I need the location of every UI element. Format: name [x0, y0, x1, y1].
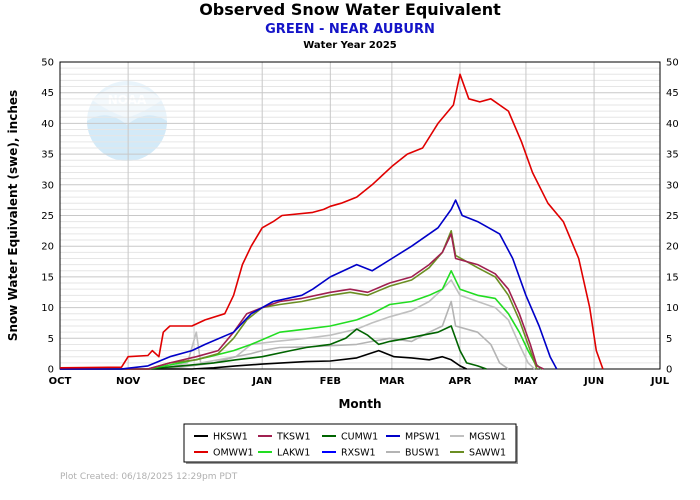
noaa-logo-text: NOAA [108, 93, 147, 107]
x-tick-label: DEC [183, 376, 205, 387]
y-tick-label-left: 30 [41, 180, 54, 191]
y-tick-label-right: 30 [666, 180, 679, 191]
y-tick-label-left: 35 [41, 150, 54, 161]
y-tick-label-left: 45 [41, 88, 54, 99]
x-tick-label: APR [449, 376, 472, 387]
y-tick-label-left: 0 [48, 365, 54, 376]
series-line-omww1 [59, 73, 604, 370]
x-tick-label: FEB [320, 376, 341, 387]
y-axis-label: Snow Water Equivalent (swe), inches [6, 90, 20, 341]
y-tick-label-left: 25 [41, 211, 54, 222]
x-tick-label: MAR [379, 376, 405, 387]
noaa-logo: NOAA [87, 81, 167, 161]
legend-label-saww1: SAWW1 [469, 448, 506, 459]
y-tick-label-right: 25 [666, 211, 679, 222]
y-tick-label-left: 10 [41, 303, 54, 314]
legend-label-mpsw1: MPSW1 [405, 432, 440, 443]
series-line-tksw1 [60, 233, 544, 370]
x-tick-label: MAY [514, 376, 539, 387]
x-tick-label: JAN [251, 376, 272, 387]
y-tick-label-left: 50 [41, 58, 54, 69]
chart-title: Observed Snow Water Equivalent [199, 0, 501, 19]
y-tick-label-right: 5 [666, 334, 672, 345]
legend-label-mgsw1: MGSW1 [469, 432, 506, 443]
series-line-mgsw1 [60, 279, 536, 370]
x-tick-label: OCT [49, 376, 72, 387]
y-tick-label-left: 15 [41, 272, 54, 283]
plot-created-footnote: Plot Created: 06/18/2025 12:29pm PDT [60, 472, 238, 482]
y-tick-label-right: 40 [666, 119, 679, 130]
legend-label-busw1: BUSW1 [405, 448, 440, 459]
y-tick-label-right: 0 [666, 365, 672, 376]
legend-label-hksw1: HKSW1 [213, 432, 248, 443]
x-tick-label: JUN [583, 376, 604, 387]
y-tick-label-left: 40 [41, 119, 54, 130]
y-tick-label-left: 5 [48, 334, 54, 345]
legend-label-rxsw1: RXSW1 [341, 448, 376, 459]
x-tick-label: NOV [116, 376, 141, 387]
x-axis-label: Month [338, 397, 381, 411]
water-year-label: Water Year 2025 [303, 40, 397, 51]
series-line-saww1 [60, 230, 538, 370]
y-tick-label-right: 35 [666, 150, 679, 161]
legend-box [183, 423, 517, 463]
plot-frame [59, 61, 661, 370]
y-tick-label-right: 15 [666, 272, 679, 283]
legend-label-lakw1: LAKW1 [277, 448, 310, 459]
series-line-busw1 [60, 300, 509, 370]
y-tick-label-left: 20 [41, 242, 54, 253]
y-tick-label-right: 50 [666, 58, 679, 69]
legend-label-omww1: OMWW1 [213, 448, 254, 459]
legend-label-cumw1: CUMW1 [341, 432, 378, 443]
chart-subtitle: GREEN - NEAR AUBURN [265, 22, 435, 37]
x-tick-label: JUL [650, 376, 670, 387]
series-line-hksw1 [60, 349, 467, 370]
series-line-lakw1 [60, 270, 542, 370]
series-line-cumw1 [60, 325, 487, 370]
legend-label-tksw1: TKSW1 [276, 432, 311, 443]
series-line-mpsw1 [60, 199, 558, 370]
y-tick-label-right: 10 [666, 303, 679, 314]
y-tick-label-right: 45 [666, 88, 679, 99]
y-tick-label-right: 20 [666, 242, 679, 253]
